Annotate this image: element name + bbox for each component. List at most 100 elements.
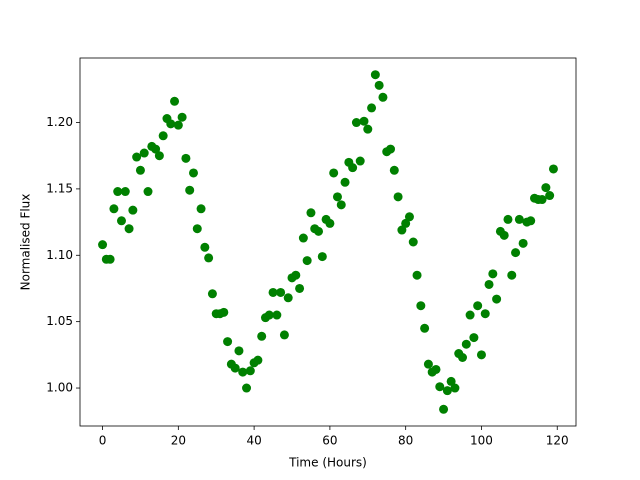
point (367, 103, 377, 113)
point (219, 307, 229, 317)
point (412, 270, 422, 280)
point (548, 164, 558, 174)
point (204, 253, 214, 263)
point (416, 301, 426, 311)
point (537, 195, 547, 205)
point (234, 346, 244, 356)
point (480, 309, 490, 319)
point (329, 168, 339, 178)
point (370, 70, 380, 80)
point (446, 376, 456, 386)
point (488, 269, 498, 279)
point (306, 208, 316, 218)
point (359, 116, 369, 126)
point (435, 382, 445, 392)
point (170, 96, 180, 106)
point (401, 218, 411, 228)
point (188, 168, 198, 178)
point (302, 256, 312, 266)
point (132, 152, 142, 162)
point (272, 310, 282, 320)
x-tick-label: 40 (246, 434, 261, 448)
point (351, 118, 361, 128)
point (393, 192, 403, 202)
point (116, 216, 126, 226)
point (386, 144, 396, 154)
point (458, 352, 468, 362)
point (355, 156, 365, 166)
y-axis-label: Normalised Flux (19, 194, 33, 291)
point (177, 112, 187, 122)
plot-frame (79, 57, 577, 427)
point (295, 283, 305, 293)
point (408, 237, 418, 247)
x-tick-label: 0 (99, 434, 107, 448)
y-tick-label: 1.05 (46, 314, 73, 328)
point (242, 383, 252, 393)
x-axis-label: Time (Hours) (288, 456, 367, 470)
point (139, 148, 149, 158)
point (200, 242, 210, 252)
point (253, 355, 263, 365)
point (128, 205, 138, 215)
point (397, 225, 407, 235)
point (461, 339, 471, 349)
point (499, 230, 509, 240)
point (181, 153, 191, 163)
point (317, 252, 327, 262)
point (507, 270, 517, 280)
point (465, 310, 475, 320)
point (120, 187, 130, 197)
point (238, 367, 248, 377)
point (545, 191, 555, 201)
point (279, 330, 289, 340)
point (514, 214, 524, 224)
point (151, 144, 161, 154)
point (135, 165, 145, 175)
point (291, 270, 301, 280)
point (298, 233, 308, 243)
point (340, 177, 350, 187)
point (511, 248, 521, 258)
point (223, 337, 233, 347)
point (431, 364, 441, 374)
point (389, 165, 399, 175)
point (526, 216, 536, 226)
point (492, 294, 502, 304)
point (98, 240, 108, 250)
point (268, 287, 278, 297)
point (166, 119, 176, 129)
x-tick-label: 60 (322, 434, 337, 448)
point (374, 80, 384, 90)
point (404, 212, 414, 222)
point (423, 359, 433, 369)
point (207, 289, 217, 299)
point (113, 187, 123, 197)
point (503, 214, 513, 224)
point (439, 404, 449, 414)
point (363, 124, 373, 134)
point (336, 200, 346, 210)
point (185, 185, 195, 195)
point (105, 254, 115, 264)
point (109, 204, 119, 214)
point (314, 226, 324, 236)
point (257, 331, 267, 341)
point (192, 224, 202, 234)
point (476, 350, 486, 360)
point (420, 323, 430, 333)
point (173, 120, 183, 130)
x-tick-label: 120 (546, 434, 569, 448)
point (473, 301, 483, 311)
point (332, 192, 342, 202)
point (442, 386, 452, 396)
x-tick-label: 100 (470, 434, 493, 448)
point (264, 310, 274, 320)
point (283, 293, 293, 303)
point (154, 151, 164, 161)
x-tick-label: 20 (171, 434, 186, 448)
point (245, 366, 255, 376)
x-tick-label: 80 (398, 434, 413, 448)
